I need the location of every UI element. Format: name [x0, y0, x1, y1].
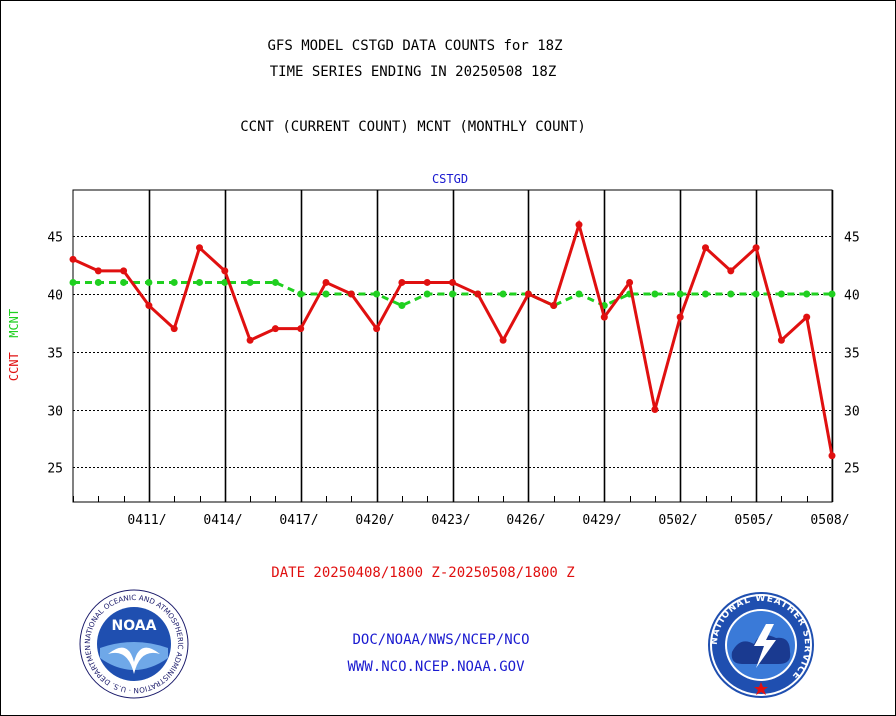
ccnt-data-point — [499, 336, 507, 344]
ccnt-data-point — [297, 325, 305, 333]
ccnt-data-point — [221, 267, 229, 275]
mcnt-data-point — [702, 290, 709, 298]
ccnt-data-point — [347, 290, 355, 298]
mcnt-data-point — [322, 290, 330, 298]
noaa-logo-text: NOAA — [112, 618, 157, 634]
ccnt-data-point — [322, 278, 330, 286]
ccnt-data-point — [271, 325, 279, 333]
ccnt-data-point — [449, 278, 456, 286]
y-tick-label-right: 45 — [844, 231, 860, 246]
mcnt-data-point — [398, 302, 406, 310]
x-tick-label: 0417/ — [279, 513, 318, 528]
y-tick-label-left: 45 — [47, 231, 63, 246]
x-tick-label: 0426/ — [506, 513, 545, 528]
mcnt-data-point — [575, 290, 583, 298]
y-tick-label-right: 25 — [844, 462, 860, 477]
mcnt-data-point — [297, 290, 305, 298]
mcnt-data-point — [651, 290, 659, 298]
ccnt-data-point — [575, 221, 583, 229]
date-range-label: DATE 20250408/1800 Z-20250508/1800 Z — [271, 565, 575, 581]
mcnt-data-point — [727, 290, 735, 298]
x-tick-label: 0414/ — [203, 513, 242, 528]
mcnt-data-point — [373, 290, 381, 298]
ccnt-data-point — [94, 267, 102, 275]
ccnt-data-point — [246, 336, 254, 344]
ccnt-data-point — [676, 313, 684, 321]
station-label: CSTGD — [431, 172, 469, 186]
ccnt-data-point — [702, 244, 709, 252]
x-tick-label: 0502/ — [658, 513, 697, 528]
ccnt-data-point — [373, 325, 381, 333]
x-tick-label: 0411/ — [127, 513, 166, 528]
ccnt-data-point — [600, 313, 608, 321]
mcnt-data-point — [94, 278, 102, 286]
mcnt-data-point — [803, 290, 811, 298]
mcnt-data-point — [69, 278, 77, 286]
mcnt-data-point — [196, 278, 203, 286]
mcnt-data-point — [423, 290, 431, 298]
y-tick-label-left: 30 — [47, 405, 63, 420]
chart-title-line-1: GFS MODEL CSTGD DATA COUNTS for 18Z — [267, 38, 563, 54]
ccnt-series-line — [72, 219, 834, 457]
ccnt-data-point — [777, 336, 785, 344]
mcnt-data-point — [449, 290, 456, 298]
ccnt-data-point — [196, 244, 203, 252]
org-website-text: WWW.NCO.NCEP.NOAA.GOV — [347, 659, 525, 675]
ccnt-data-point — [550, 302, 558, 310]
ccnt-data-point — [398, 278, 406, 286]
y-tick-label-left: 25 — [47, 462, 63, 477]
mcnt-data-point — [120, 278, 128, 286]
mcnt-data-point — [777, 290, 785, 298]
ccnt-data-point — [423, 278, 431, 286]
mcnt-data-point — [676, 290, 684, 298]
nws-logo-icon: NATIONAL WEATHER SERVICE — [708, 592, 814, 698]
ccnt-data-point — [727, 267, 735, 275]
ccnt-data-point — [524, 290, 532, 298]
ccnt-data-point — [474, 290, 482, 298]
mcnt-data-point — [499, 290, 507, 298]
ccnt-data-point — [145, 302, 153, 310]
y-tick-label-left: 35 — [47, 347, 63, 362]
ccnt-data-point — [651, 406, 659, 414]
y-tick-label-left: 40 — [47, 289, 63, 304]
ccnt-data-point — [69, 255, 77, 263]
mcnt-data-point — [221, 278, 229, 286]
ccnt-data-point — [170, 325, 178, 333]
x-tick-label: 0508/ — [810, 513, 849, 528]
x-tick-label: 0429/ — [582, 513, 621, 528]
x-tick-label: 0423/ — [431, 513, 470, 528]
y-tick-label-right: 30 — [844, 405, 860, 420]
ccnt-data-point — [626, 278, 634, 286]
chart-title-line-2: TIME SERIES ENDING IN 20250508 18Z — [269, 64, 557, 80]
mcnt-data-point — [828, 290, 836, 298]
y-tick-label-right: 35 — [844, 347, 860, 362]
chart-title-line-3: CCNT (CURRENT COUNT) MCNT (MONTHLY COUNT… — [240, 119, 586, 135]
ccnt-data-point — [803, 313, 811, 321]
mcnt-data-point — [246, 278, 254, 286]
org-path-text: DOC/NOAA/NWS/NCEP/NCO — [352, 632, 530, 648]
noaa-logo-icon: NATIONAL OCEANIC AND ATMOSPHERIC ADMINIS… — [78, 588, 189, 699]
x-tick-label: 0420/ — [355, 513, 394, 528]
ccnt-data-point — [828, 452, 836, 460]
ccnt-data-point — [120, 267, 128, 275]
x-tick-label: 0505/ — [734, 513, 773, 528]
mcnt-data-point — [752, 290, 760, 298]
mcnt-data-point — [145, 278, 153, 286]
mcnt-data-point — [271, 278, 279, 286]
mcnt-data-point — [170, 278, 178, 286]
y-tick-label-right: 40 — [844, 289, 860, 304]
ccnt-data-point — [752, 244, 760, 252]
